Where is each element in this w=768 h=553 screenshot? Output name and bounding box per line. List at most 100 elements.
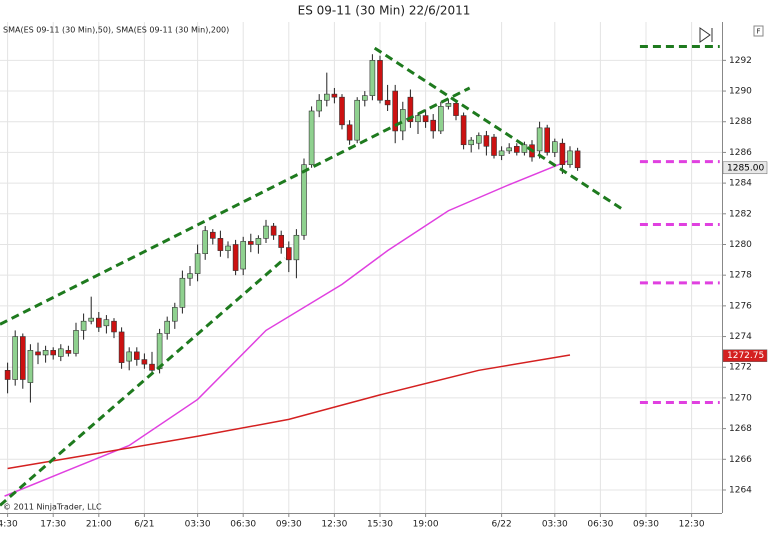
candle-body (437, 106, 444, 132)
candle-body (156, 333, 163, 370)
x-tick-label: 12:30 (679, 520, 705, 530)
y-tick-label: 1288 (729, 117, 752, 127)
x-tick-label: 03:30 (542, 520, 568, 530)
x-tick-label: 21:00 (86, 520, 112, 530)
candle-body (263, 225, 269, 239)
candle-body (369, 60, 376, 96)
y-tick-label: 1284 (729, 179, 752, 189)
trend-line (0, 257, 286, 507)
candle-body (521, 144, 528, 153)
candle-body (551, 141, 558, 153)
y-tick-label: 1264 (729, 485, 752, 495)
candle-body (194, 253, 201, 274)
candle-body (415, 115, 421, 123)
x-tick-label: 12:30 (321, 520, 347, 530)
candle-body (12, 336, 18, 380)
y-tick-label: 1290 (729, 87, 752, 97)
candle-body (19, 336, 26, 380)
y-tick-label: 1278 (729, 271, 752, 281)
candle-body (574, 150, 581, 169)
candle-body (392, 90, 399, 132)
candle-body (232, 244, 239, 271)
candle-body (361, 95, 368, 101)
candle-body (172, 307, 178, 322)
candle-body (475, 135, 482, 144)
candle-body (111, 320, 117, 333)
candle-body (491, 136, 497, 156)
candle-body (308, 110, 315, 165)
candle-body (354, 99, 361, 141)
trend-line (0, 86, 471, 326)
candle-body (544, 127, 551, 153)
sma-line (7, 354, 571, 470)
candle-body (384, 99, 391, 106)
candle-body (460, 115, 467, 146)
icon-shape (699, 27, 713, 43)
sma-line (4, 159, 571, 497)
candle-body (293, 234, 300, 261)
y-tick-label: 1270 (729, 393, 752, 403)
candle-body (278, 234, 285, 248)
x-tick-label: 03:30 (185, 520, 211, 530)
x-tick-label: 09:30 (276, 520, 302, 530)
candle-body (567, 150, 573, 165)
candle-body (331, 93, 338, 98)
x-tick-label: 15:30 (367, 520, 393, 530)
price-marker-label: 1285.00 (727, 163, 764, 173)
candle-body (513, 145, 520, 153)
x-tick-label: 09:30 (633, 520, 659, 530)
price-marker (722, 349, 768, 362)
candle-body (88, 317, 94, 322)
candle-body (4, 370, 11, 380)
chart-title: ES 09-11 (30 Min) 22/6/2011 (298, 4, 471, 18)
candle-body (179, 277, 186, 308)
candle-body (498, 150, 505, 156)
candle-body (483, 135, 490, 147)
price-marker (722, 161, 768, 175)
y-tick-label: 1292 (729, 56, 752, 66)
candle-body (73, 330, 79, 354)
candle-body (27, 350, 34, 383)
candle-body (50, 350, 57, 356)
candle-body (285, 247, 292, 261)
x-tick-label: 6/21 (134, 520, 154, 530)
candle-body (316, 99, 323, 112)
candle-body (149, 363, 155, 371)
candle-body (96, 317, 102, 328)
candle-body (118, 331, 125, 363)
x-tick-label: 4:30 (0, 520, 18, 530)
candle-body (164, 320, 170, 334)
x-tick-label: 6/22 (491, 520, 511, 530)
candle-body (248, 241, 254, 245)
icon-box (753, 25, 764, 37)
candle-body (57, 348, 64, 357)
candle-body (103, 319, 110, 327)
y-tick-label: 1272 (729, 363, 752, 373)
y-tick-label: 1282 (729, 209, 752, 219)
x-tick-label: 19:00 (413, 520, 439, 530)
candle-body (407, 96, 414, 123)
candle-body (240, 241, 246, 270)
candle-body (210, 231, 216, 239)
x-tick-label: 06:30 (587, 520, 613, 530)
candle-body (506, 147, 513, 152)
copyright: © 2011 NinjaTrader, LLC (3, 503, 102, 512)
y-tick-label: 1274 (729, 332, 752, 342)
candle-body (377, 60, 383, 101)
candle-body (42, 350, 49, 356)
candle-body (270, 225, 277, 236)
y-tick-label: 1266 (729, 455, 752, 465)
candle-body (202, 230, 208, 254)
y-tick-label: 1280 (729, 240, 752, 250)
candle-body (187, 273, 193, 279)
candle-body (453, 103, 459, 116)
candle-body (126, 351, 132, 362)
plot-area (0, 45, 720, 507)
candle-body (301, 164, 307, 236)
candle-body (559, 142, 566, 165)
candle-body (323, 93, 330, 101)
candle-body (468, 139, 475, 146)
candle-body (134, 351, 140, 360)
y-tick-label: 1268 (729, 424, 752, 434)
